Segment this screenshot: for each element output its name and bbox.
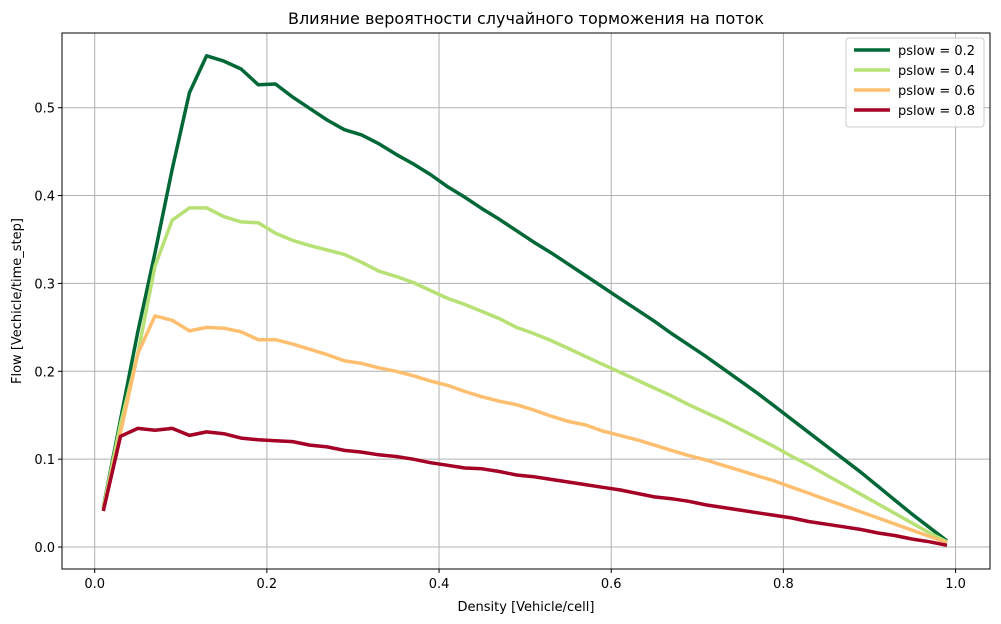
y-tick-label: 0.1 bbox=[34, 453, 55, 468]
series-line bbox=[101, 314, 948, 545]
y-axis-ticks: 0.0 0.1 0.2 0.3 0.4 0.5 bbox=[34, 102, 62, 556]
legend-box bbox=[845, 37, 985, 128]
legend: pslow = 0.2 pslow = 0.4 pslow = 0.6 pslow =… bbox=[845, 37, 985, 128]
x-tick-label: 0.2 bbox=[257, 577, 278, 592]
x-tick-label: 0.0 bbox=[84, 577, 105, 592]
legend-label: pslow = 0.4 bbox=[898, 64, 975, 79]
x-tick-label: 1.0 bbox=[945, 577, 966, 592]
y-tick-label: 0.5 bbox=[34, 102, 55, 117]
series-lines bbox=[101, 54, 949, 548]
x-tick-label: 0.4 bbox=[429, 577, 450, 592]
series-line bbox=[101, 206, 948, 544]
x-axis-ticks: 0.0 0.2 0.4 0.6 0.8 1.0 bbox=[84, 569, 966, 592]
y-tick-label: 0.4 bbox=[34, 190, 55, 205]
series-line bbox=[101, 54, 949, 543]
y-tick-label: 0.3 bbox=[34, 277, 55, 292]
x-tick-label: 0.8 bbox=[773, 577, 794, 592]
y-tick-label: 0.0 bbox=[34, 541, 55, 556]
y-axis-title: Flow [Vechicle/time_step] bbox=[10, 218, 25, 384]
grid-lines bbox=[62, 33, 990, 569]
plot-frame bbox=[61, 32, 991, 570]
legend-label: pslow = 0.6 bbox=[898, 84, 975, 99]
x-axis-title: Density [Vehicle/cell] bbox=[458, 600, 595, 615]
series-line bbox=[101, 426, 948, 548]
x-tick-label: 0.6 bbox=[601, 577, 622, 592]
legend-label: pslow = 0.2 bbox=[898, 44, 975, 59]
chart-title: Влияние вероятности случайного торможени… bbox=[288, 9, 764, 28]
legend-label: pslow = 0.8 bbox=[898, 104, 975, 119]
y-tick-label: 0.2 bbox=[34, 365, 55, 380]
